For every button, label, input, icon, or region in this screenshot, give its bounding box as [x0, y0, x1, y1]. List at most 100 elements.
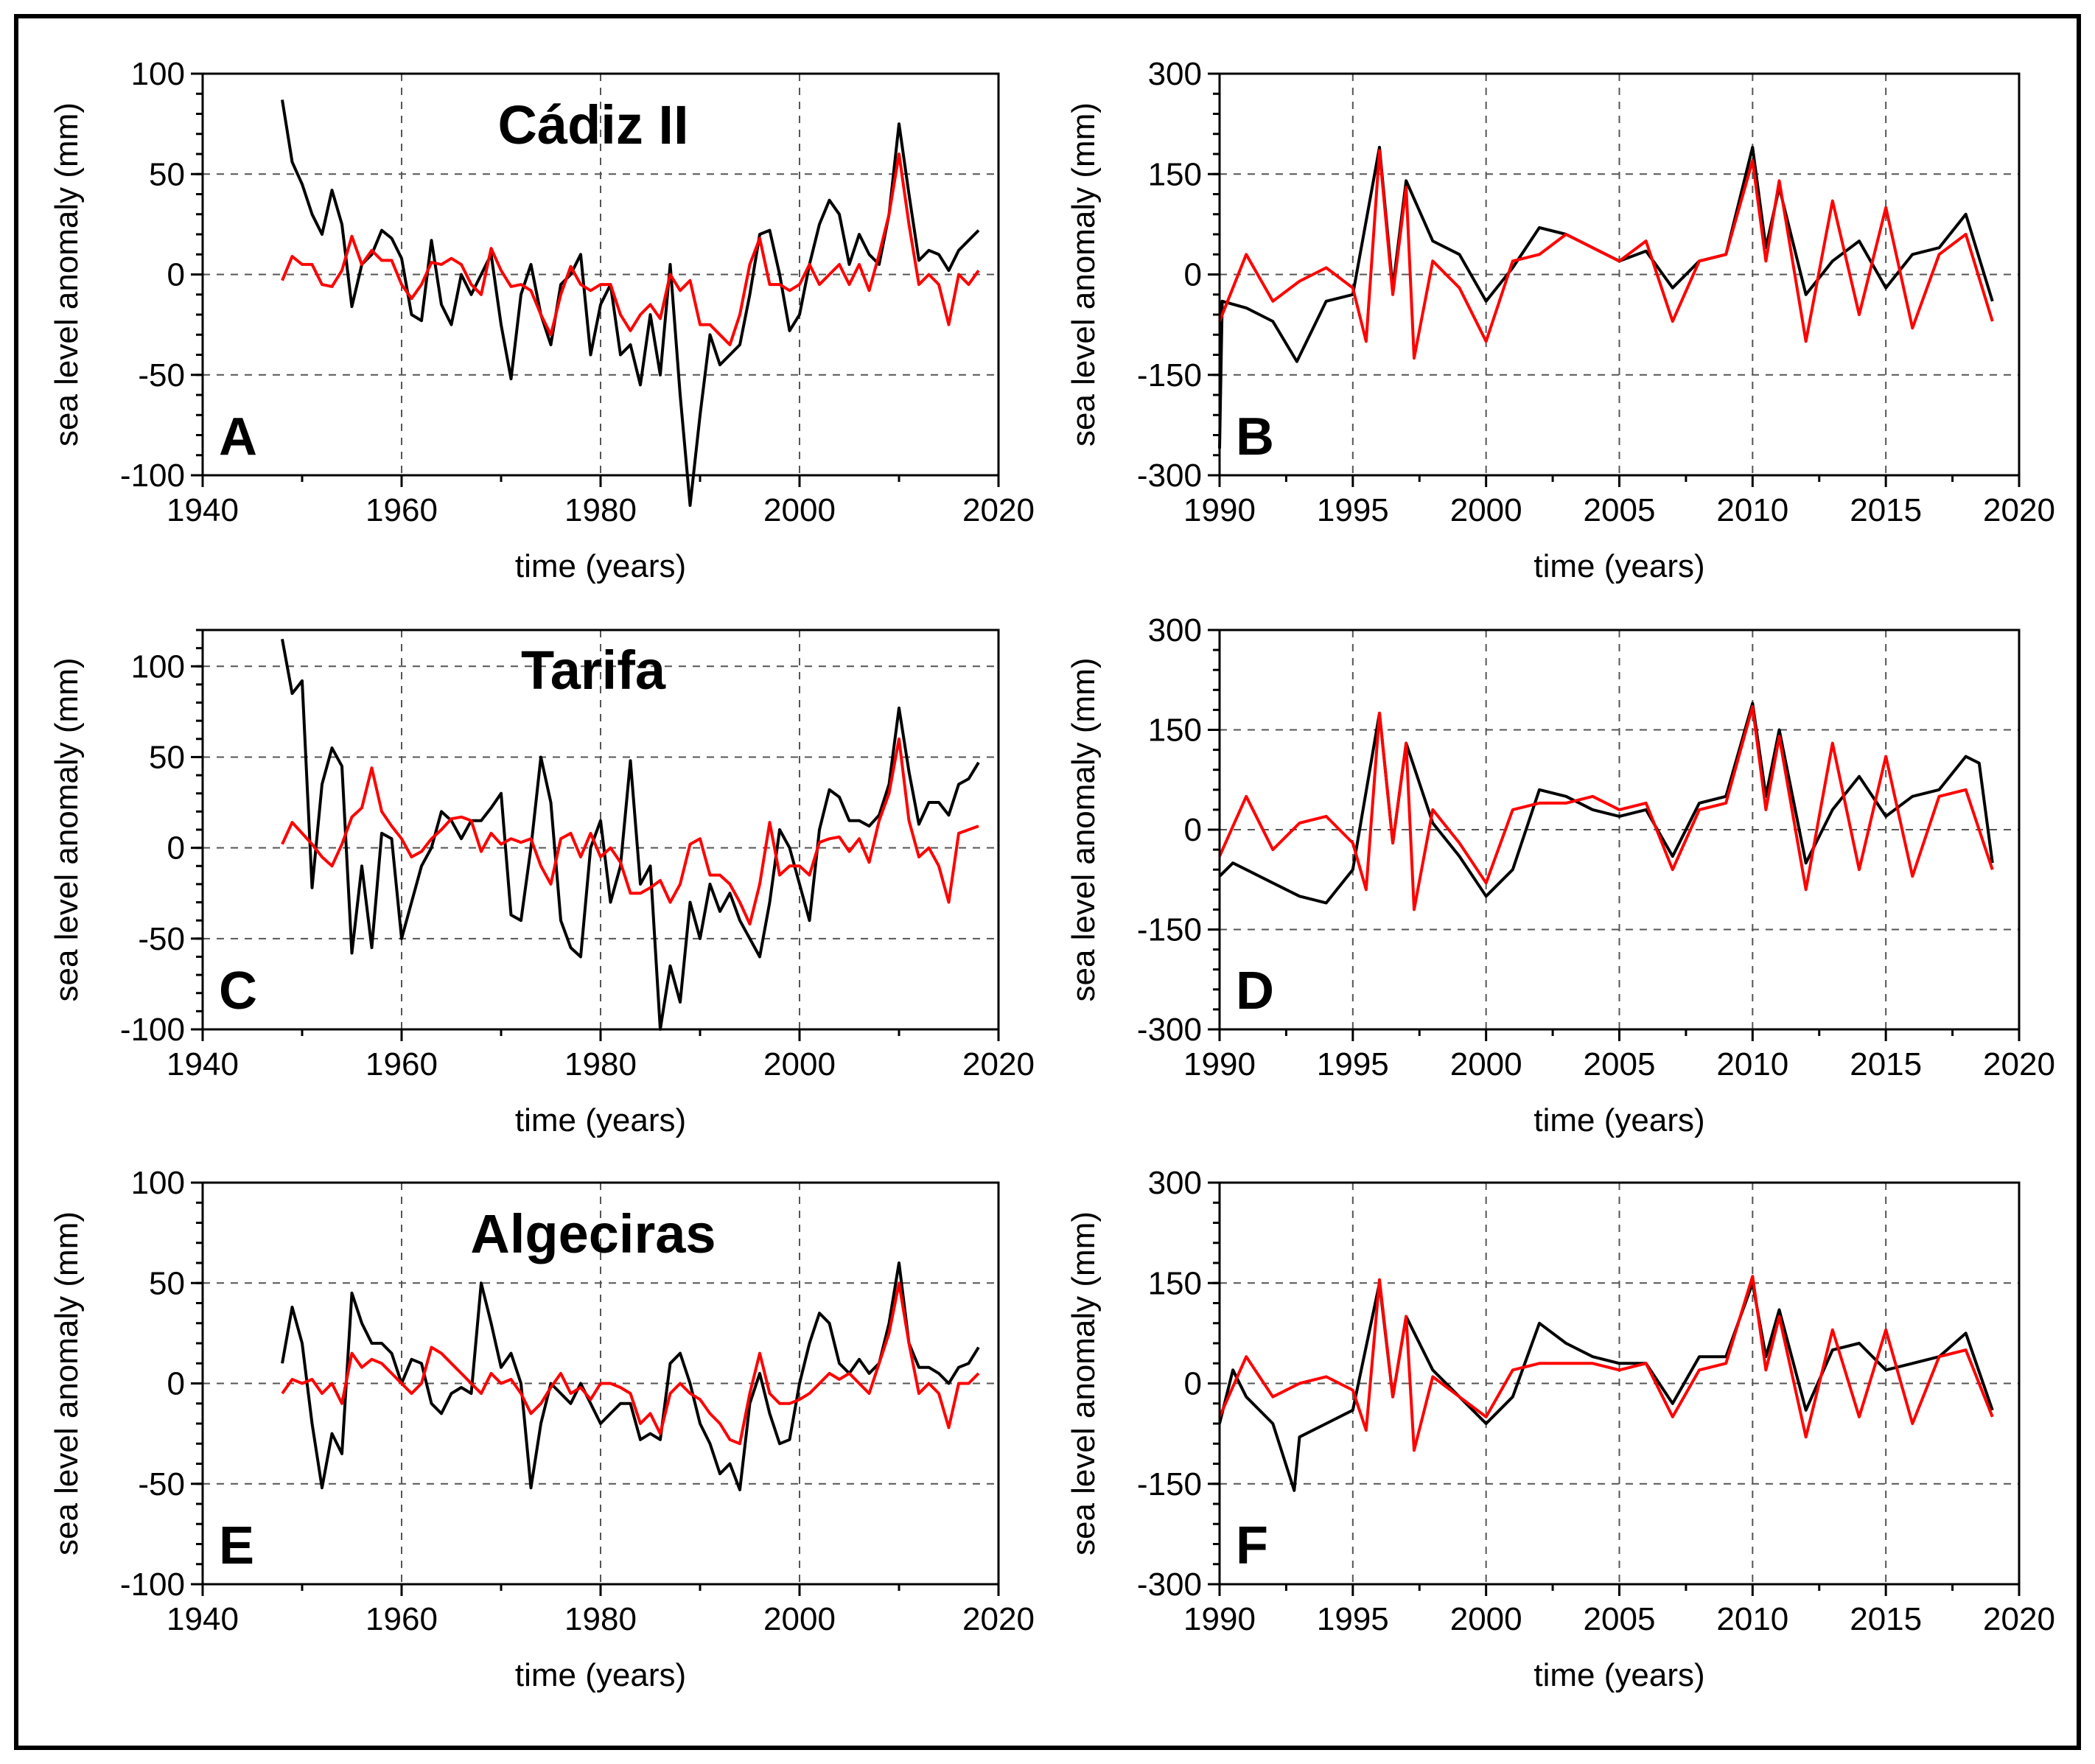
series-line-model	[281, 153, 980, 346]
panel-b: 1990 1995 2000 2005 2010 2015 2020 -300 -150 0 150…	[1066, 56, 2055, 584]
x-axis-label: time (years)	[515, 548, 686, 584]
y-tick-label: 300	[1148, 1165, 1202, 1201]
x-axis-label: time (years)	[515, 1102, 686, 1138]
x-tick-label: 2000	[1450, 492, 1522, 528]
series-line-observed	[1218, 1281, 1994, 1492]
y-tick-label: 50	[149, 1265, 185, 1301]
y-tick-label: -50	[138, 921, 185, 957]
y-tick-label: 0	[167, 257, 185, 293]
x-tick-label: 2005	[1584, 1046, 1656, 1082]
x-tick-label: 1980	[564, 1046, 637, 1082]
y-tick-label: 0	[1184, 257, 1202, 293]
y-tick-label: 50	[149, 739, 185, 775]
panel-label: E	[219, 1516, 254, 1575]
y-tick-label: 300	[1148, 56, 1202, 92]
x-tick-label: 2005	[1584, 492, 1656, 528]
x-axis-label: time (years)	[515, 1657, 686, 1693]
series-line-model	[1218, 704, 1994, 911]
series-line-observed	[281, 99, 980, 507]
panel-label: B	[1236, 407, 1274, 466]
x-tick-label: 2000	[1450, 1601, 1522, 1637]
x-tick-label: 2010	[1716, 492, 1788, 528]
panel-label: D	[1236, 962, 1274, 1021]
series-line-model	[281, 737, 979, 926]
panel-a: 1940 1960 1980 2000 2020 -100 -50 0 50 100 time (y…	[49, 56, 1035, 584]
y-tick-label: -300	[1137, 1012, 1202, 1048]
x-tick-label: 2020	[1983, 492, 2055, 528]
x-tick-label: 1990	[1183, 1601, 1256, 1637]
x-tick-label: 2000	[763, 492, 836, 528]
y-tick-label: 100	[131, 648, 185, 685]
x-tick-label: 2015	[1850, 1046, 1922, 1082]
y-tick-label: -50	[138, 357, 185, 393]
x-tick-label: 2000	[1450, 1046, 1522, 1082]
y-tick-label: 0	[1184, 812, 1202, 848]
x-tick-label: 2010	[1716, 1601, 1788, 1637]
x-tick-label: 2000	[763, 1046, 836, 1082]
x-tick-label: 1990	[1183, 1046, 1256, 1082]
panel-label: C	[219, 962, 257, 1021]
x-tick-label: 2015	[1850, 1601, 1922, 1637]
y-axis-label: sea level anomaly (mm)	[1066, 1211, 1102, 1555]
y-axis-label: sea level anomaly (mm)	[49, 102, 85, 447]
y-tick-label: 50	[149, 156, 185, 192]
y-axis-label: sea level anomaly (mm)	[1066, 657, 1102, 1001]
y-axis-label: sea level anomaly (mm)	[1066, 102, 1102, 447]
x-tick-label: 1995	[1317, 1046, 1389, 1082]
panel-d: 1990 1995 2000 2005 2010 2015 2020 -300 -150 0 150…	[1066, 612, 2055, 1138]
x-tick-label: 1940	[167, 1046, 239, 1082]
y-tick-label: -300	[1137, 458, 1202, 494]
station-title: Tarifa	[521, 640, 666, 701]
series-line-model	[1218, 1275, 1994, 1452]
x-tick-label: 1940	[167, 1601, 239, 1637]
y-axis-label: sea level anomaly (mm)	[49, 1211, 85, 1555]
y-tick-label: -150	[1137, 1466, 1202, 1502]
x-tick-label: 1980	[564, 1601, 637, 1637]
y-tick-label: -150	[1137, 912, 1202, 948]
x-tick-label: 1990	[1183, 492, 1256, 528]
x-tick-label: 2015	[1850, 492, 1922, 528]
y-tick-label: 0	[167, 1366, 185, 1402]
x-tick-label: 2020	[962, 1046, 1035, 1082]
y-tick-label: 150	[1148, 713, 1202, 749]
x-tick-label: 1960	[366, 1601, 438, 1637]
y-tick-label: -50	[138, 1466, 185, 1502]
x-tick-label: 1995	[1317, 1601, 1389, 1637]
y-tick-label: 0	[167, 830, 185, 867]
series-line-model	[1218, 149, 1994, 360]
x-tick-label: 2010	[1716, 1046, 1788, 1082]
y-tick-label: 0	[1184, 1366, 1202, 1402]
y-tick-label: 300	[1148, 612, 1202, 648]
panel-label: F	[1236, 1516, 1268, 1575]
panel-label: A	[219, 407, 257, 466]
series-line-observed	[281, 1261, 980, 1491]
series-line-model	[281, 1281, 980, 1446]
station-title: Cádiz II	[497, 94, 688, 155]
x-axis-label: time (years)	[1533, 1657, 1704, 1693]
y-tick-label: -300	[1137, 1567, 1202, 1603]
y-tick-label: -100	[120, 1567, 185, 1603]
figure-border	[14, 14, 2081, 1750]
y-tick-label: -100	[120, 1012, 185, 1048]
y-tick-label: 100	[131, 56, 185, 92]
y-tick-label: 100	[131, 1165, 185, 1201]
x-tick-label: 2000	[763, 1601, 836, 1637]
panel-f: 1990 1995 2000 2005 2010 2015 2020 -300 -150 0 150…	[1066, 1165, 2055, 1693]
y-tick-label: 150	[1148, 156, 1202, 192]
x-tick-label: 2020	[962, 492, 1035, 528]
y-tick-label: -150	[1137, 357, 1202, 393]
x-tick-label: 1995	[1317, 492, 1389, 528]
x-tick-label: 2020	[1983, 1046, 2055, 1082]
y-axis-label: sea level anomaly (mm)	[49, 657, 85, 1001]
series-line-observed	[281, 638, 980, 1031]
panel-c: 1940 1960 1980 2000 2020 -100 -50 0 50 100 time (y…	[49, 629, 1035, 1138]
panel-e: 1940 1960 1980 2000 2020 -100 -50 0 50 100 time (y…	[49, 1165, 1035, 1693]
x-tick-label: 2005	[1584, 1601, 1656, 1637]
y-tick-label: -100	[120, 458, 185, 494]
x-tick-label: 1960	[366, 1046, 438, 1082]
y-tick-label: 150	[1148, 1265, 1202, 1301]
x-tick-label: 1980	[564, 492, 637, 528]
x-tick-label: 2020	[1983, 1601, 2055, 1637]
x-tick-label: 1960	[366, 492, 438, 528]
